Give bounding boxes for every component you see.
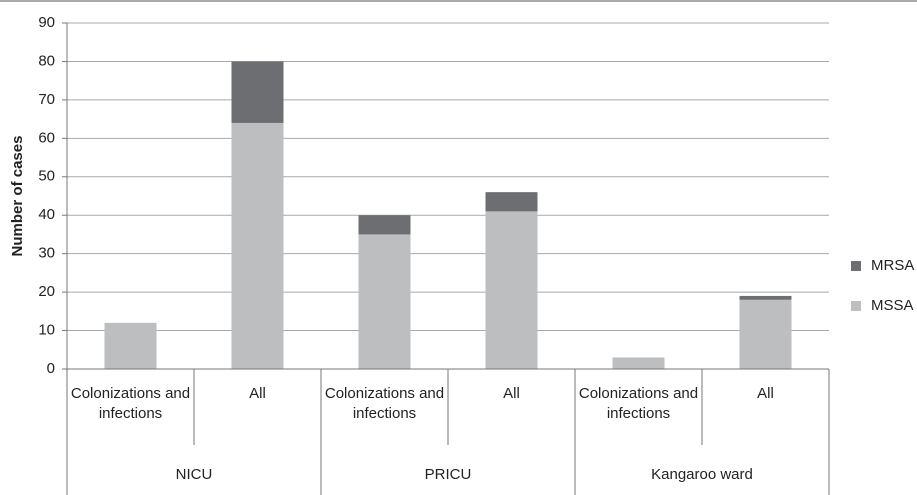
bar-segment (231, 61, 284, 123)
bar-segment (739, 295, 792, 300)
bar-segment (358, 234, 411, 369)
bar-segment (739, 299, 792, 369)
y-tick-label: 20 (38, 283, 55, 300)
y-tick-label: 50 (38, 168, 55, 185)
group-label: PRICU (424, 466, 472, 483)
y-tick-label: 30 (38, 245, 55, 262)
y-tick-label: 10 (38, 322, 55, 339)
legend-label: MRSA (871, 257, 914, 274)
x-tick-label: Colonizations and infections (324, 385, 445, 422)
bar-segment (485, 192, 538, 212)
legend-label: MSSA (871, 297, 914, 314)
group-label: Kangaroo ward (651, 466, 753, 483)
y-tick-label: 70 (38, 91, 55, 108)
x-tick-label: All (757, 385, 774, 402)
bar-segment (104, 322, 157, 369)
y-tick-label: 40 (38, 206, 55, 223)
bar-segment (358, 215, 411, 235)
y-tick-label: 90 (38, 14, 55, 31)
x-tick-label: All (503, 385, 520, 402)
y-tick-label: 80 (38, 52, 55, 69)
legend-swatch (851, 261, 861, 271)
group-label: NICU (175, 466, 213, 483)
y-axis-label: Number of cases (9, 136, 26, 257)
bar-segment (612, 357, 665, 369)
bar-segment (231, 122, 284, 369)
legend-swatch (851, 301, 861, 311)
bar-segment (485, 211, 538, 369)
y-tick-label: 60 (38, 129, 55, 146)
x-tick-label: Colonizations and infections (70, 385, 191, 422)
x-tick-label: All (249, 385, 266, 402)
y-tick-label: 0 (47, 360, 55, 377)
x-tick-label: Colonizations and infections (578, 385, 699, 422)
